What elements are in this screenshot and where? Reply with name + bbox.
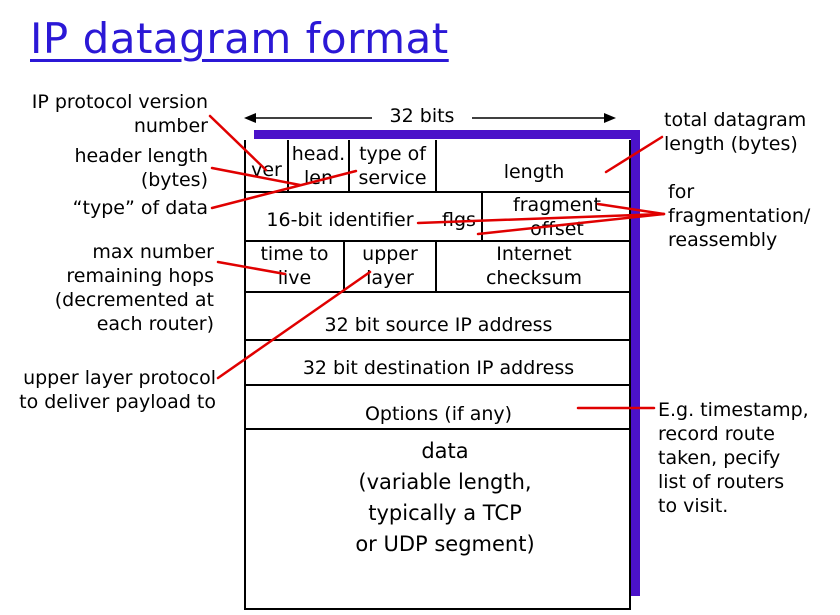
annotation-frag-line3: reassembly [668, 229, 778, 251]
field-length: length [437, 160, 631, 184]
annotation-type-of-data: “type” of data [2, 196, 208, 220]
annotation-hlen-line2: (bytes) [140, 169, 208, 191]
field-data-line1: data [421, 439, 469, 463]
row-divider [244, 384, 631, 386]
pointer-frag-flags [416, 212, 666, 225]
pointer-upper-layer [216, 270, 372, 380]
annotation-opts-line4: list of routers [658, 471, 785, 493]
annotation-version-line1: IP protocol version [31, 91, 208, 113]
field-frag-line1: fragment [513, 194, 601, 216]
col-divider [287, 140, 289, 191]
field-length-label: length [503, 161, 565, 183]
field-options-label: Options (if any) [364, 403, 513, 425]
pointer-type-of-data [210, 169, 358, 210]
annotation-header-length: header length (bytes) [2, 144, 208, 192]
field-checksum-line1: Internet [496, 243, 572, 265]
field-data-line4: or UDP segment) [355, 532, 535, 556]
pointer-total-length [604, 135, 664, 174]
pointer-max-hops [216, 260, 287, 276]
annotation-hops-line3: (decremented at [54, 289, 214, 311]
frame-shadow-right [631, 130, 640, 596]
frame-shadow-top [254, 130, 640, 139]
annotation-upper-layer: upper layer protocol to deliver payload … [2, 366, 216, 414]
row-divider [244, 339, 631, 341]
page-title: IP datagram format [30, 14, 449, 63]
pointer-frag-top [596, 202, 666, 216]
annotation-upper-line1: upper layer protocol [23, 367, 216, 389]
annotation-fragmentation: for fragmentation/ reassembly [668, 180, 810, 252]
annotation-frag-line2: fragmentation/ [668, 205, 811, 227]
annotation-hlen-line1: header length [74, 145, 208, 167]
field-upper-line1: upper [362, 243, 418, 265]
annotation-hops-line1: max number [92, 241, 214, 263]
field-destination-address: 32 bit destination IP address [246, 356, 631, 380]
field-data-line3: typically a TCP [368, 501, 522, 525]
pointer-header-length [210, 166, 302, 187]
field-flags-label: flgs [442, 209, 476, 231]
col-divider [435, 140, 437, 191]
field-header-length-line1: head. [291, 143, 346, 165]
annotation-type-line: “type” of data [72, 197, 208, 219]
col-divider [481, 191, 483, 240]
annotation-frag-line1: for [668, 181, 695, 203]
col-divider [348, 140, 350, 191]
field-data-line2: (variable length, [358, 470, 532, 494]
field-time-to-live: time to live [246, 242, 343, 290]
row-divider [244, 191, 631, 193]
field-data: data (variable length, typically a TCP o… [330, 436, 560, 560]
field-checksum: Internet checksum [437, 242, 631, 290]
field-ttl-line1: time to [260, 243, 329, 265]
annotation-options: E.g. timestamp, record route taken, peci… [658, 398, 809, 518]
col-divider [343, 240, 345, 291]
field-tos-line2: service [358, 167, 427, 189]
field-tos-line1: type of [359, 143, 426, 165]
row-divider [244, 291, 631, 293]
annotation-total-line2: length (bytes) [664, 133, 798, 155]
row-divider [244, 428, 631, 430]
col-divider [435, 240, 437, 291]
field-checksum-line2: checksum [485, 267, 583, 289]
annotation-opts-line5: to visit. [658, 495, 729, 517]
row-divider [244, 240, 631, 242]
annotation-hops-line2: remaining hops [66, 265, 214, 287]
field-identifier: 16-bit identifier [250, 208, 430, 232]
annotation-version-line2: number [133, 115, 208, 137]
field-destination-address-label: 32 bit destination IP address [302, 357, 575, 379]
pointer-frag-offset [476, 212, 666, 236]
field-source-address: 32 bit source IP address [246, 313, 631, 337]
annotation-opts-line2: record route [658, 423, 775, 445]
width-label: 32 bits [372, 105, 472, 127]
field-type-of-service: type of service [350, 142, 435, 190]
annotation-opts-line1: E.g. timestamp, [658, 399, 809, 421]
field-identifier-label: 16-bit identifier [266, 209, 414, 231]
annotation-total-length: total datagram length (bytes) [664, 108, 806, 156]
annotation-hops-line4: each router) [96, 313, 214, 335]
pointer-version [208, 114, 268, 172]
field-source-address-label: 32 bit source IP address [324, 314, 553, 336]
annotation-version: IP protocol version number [2, 90, 208, 138]
field-options: Options (if any) [246, 402, 631, 426]
field-flags: flgs [437, 208, 481, 232]
annotation-max-hops: max number remaining hops (decremented a… [2, 240, 214, 336]
field-upper-line2: layer [366, 267, 414, 289]
annotation-total-line1: total datagram [664, 109, 807, 131]
annotation-opts-line3: taken, pecify [658, 447, 781, 469]
annotation-upper-line2: to deliver payload to [19, 391, 216, 413]
field-ttl-line2: live [277, 267, 312, 289]
field-upper-layer: upper layer [345, 242, 435, 290]
